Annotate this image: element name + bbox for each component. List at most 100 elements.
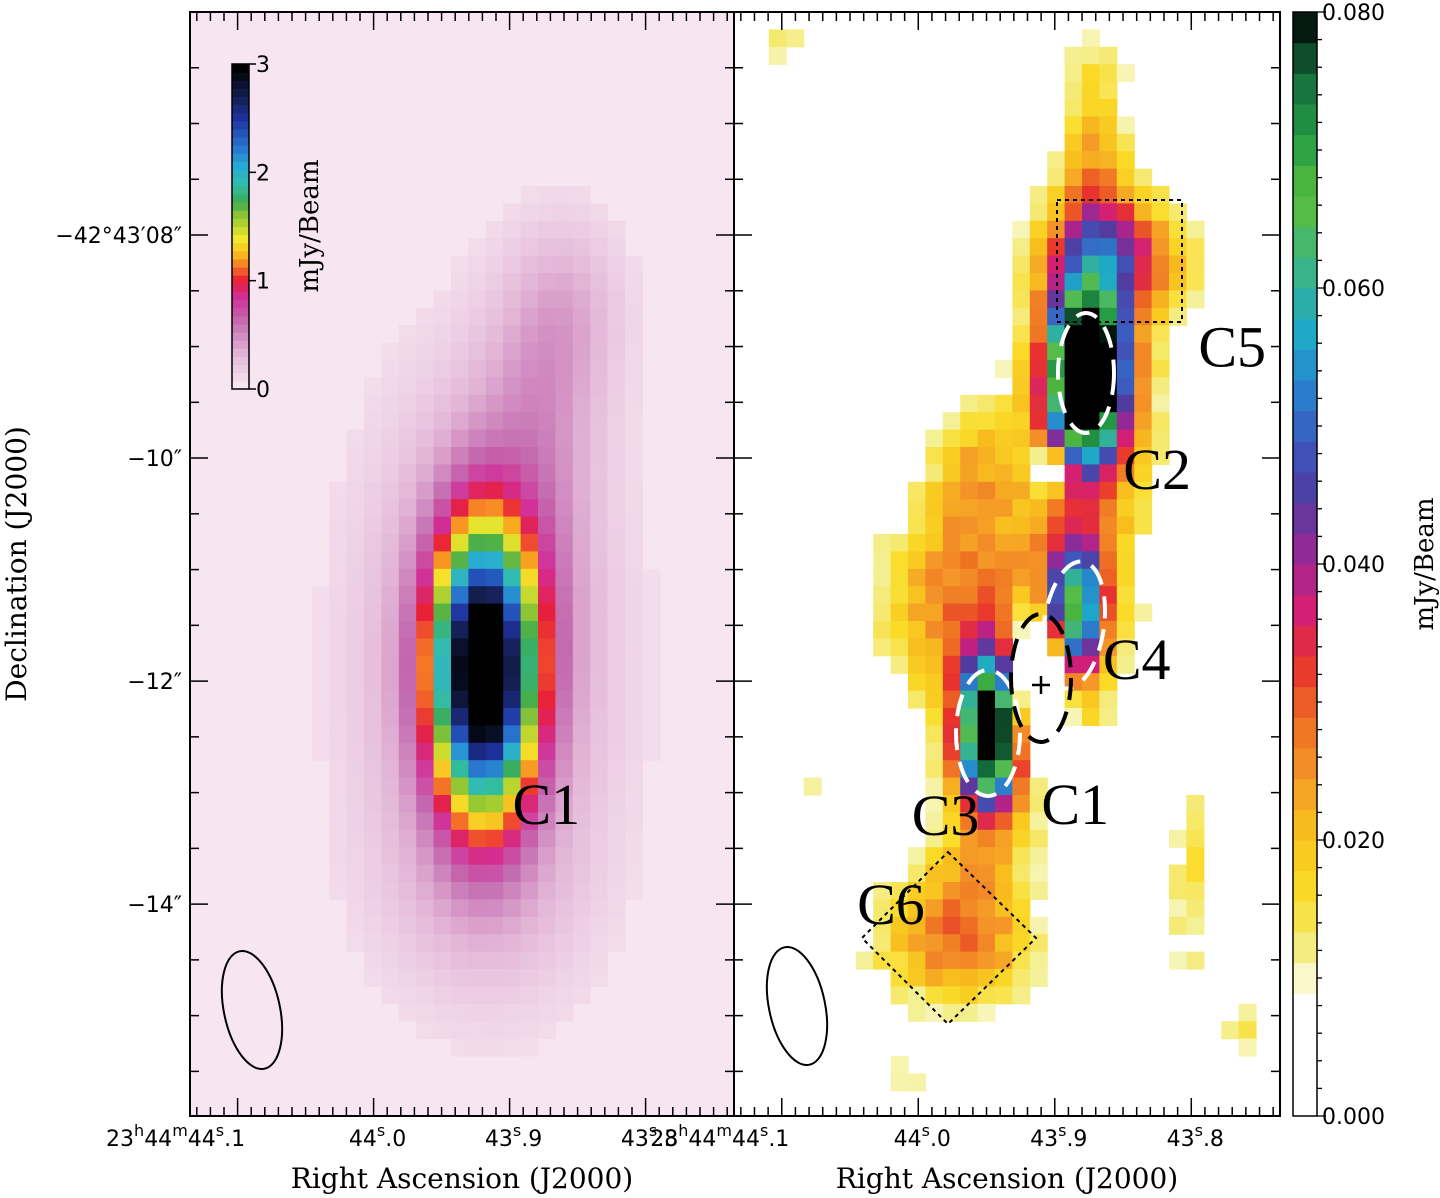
x-tick-label: 43s.8 bbox=[1167, 1121, 1224, 1152]
right-map-pixel bbox=[942, 499, 961, 518]
right-colorbar-cell bbox=[1293, 533, 1317, 565]
right-map-pixel bbox=[995, 638, 1013, 657]
right-map-pixel bbox=[1064, 81, 1083, 100]
left-map-pixel bbox=[346, 603, 365, 622]
left-map-pixel bbox=[607, 394, 626, 413]
right-map-pixel bbox=[942, 534, 961, 552]
left-map-pixel bbox=[433, 1021, 452, 1040]
right-map-pixel bbox=[873, 603, 892, 622]
right-map-pixel bbox=[1151, 307, 1170, 326]
right-map-pixel bbox=[1064, 203, 1083, 222]
right-map-pixel bbox=[995, 481, 1013, 500]
c1-dashed-ellipse bbox=[1009, 612, 1073, 744]
left-map-pixel bbox=[572, 725, 591, 744]
left-map-pixel bbox=[485, 429, 504, 448]
left-colorbar-cell bbox=[232, 324, 249, 333]
left-map-pixel bbox=[346, 742, 365, 761]
left-map-pixel bbox=[381, 934, 400, 953]
left-map-pixel bbox=[485, 621, 504, 639]
right-map-pixel bbox=[1134, 273, 1153, 291]
left-colorbar-cell bbox=[232, 267, 249, 276]
left-map-pixel bbox=[485, 325, 504, 344]
right-colorbar-cell bbox=[1293, 502, 1317, 534]
left-map-pixel bbox=[451, 847, 469, 866]
right-map-pixel bbox=[1169, 220, 1187, 239]
right-map-pixel bbox=[995, 551, 1013, 570]
left-map-pixel bbox=[538, 725, 556, 744]
left-map-pixel bbox=[520, 186, 539, 204]
left-map-pixel bbox=[468, 934, 487, 953]
right-map-pixel bbox=[1116, 151, 1135, 170]
right-map-pixel bbox=[1012, 342, 1031, 361]
left-map-pixel bbox=[416, 673, 435, 692]
right-map-pixel bbox=[1012, 603, 1031, 622]
right-map-pixel bbox=[942, 568, 961, 587]
right-colorbar-cell bbox=[1293, 1085, 1317, 1117]
left-map-pixel bbox=[381, 725, 400, 744]
left-map-pixel bbox=[381, 847, 400, 866]
left-map-pixel bbox=[572, 760, 591, 779]
right-map-pixel bbox=[925, 621, 944, 639]
x-tick-label: 43s.9 bbox=[485, 1121, 542, 1152]
left-map-pixel bbox=[590, 203, 609, 222]
left-map-pixel bbox=[538, 377, 556, 396]
right-map-pixel bbox=[960, 847, 979, 866]
left-map-pixel bbox=[642, 638, 661, 657]
right-map-pixel bbox=[960, 690, 979, 709]
left-map-pixel bbox=[590, 777, 609, 796]
left-colorbar-cell bbox=[232, 356, 249, 366]
left-map-pixel bbox=[416, 864, 435, 883]
right-map-pixel bbox=[960, 586, 979, 605]
left-map-pixel bbox=[416, 481, 435, 500]
right-map-pixel bbox=[1029, 795, 1048, 813]
left-map-pixel bbox=[520, 986, 539, 1005]
left-map-pixel bbox=[468, 481, 487, 500]
left-map-pixel bbox=[364, 690, 382, 709]
right-map-pixel bbox=[1099, 481, 1118, 500]
left-colorbar-cell bbox=[232, 185, 249, 195]
right-colorbar-cell bbox=[1293, 104, 1317, 136]
right-map-pixel bbox=[1064, 534, 1083, 552]
left-colorbar-cell bbox=[232, 348, 249, 357]
right-map-pixel bbox=[1186, 795, 1205, 813]
left-map-pixel bbox=[572, 621, 591, 639]
right-map-pixel bbox=[977, 969, 996, 987]
left-map-pixel bbox=[607, 325, 626, 344]
right-map-pixel bbox=[1186, 899, 1205, 918]
right-map-pixel bbox=[1099, 220, 1118, 239]
x-tick-label: 43s.8 bbox=[621, 1121, 678, 1152]
left-map-pixel bbox=[468, 516, 487, 535]
left-map-pixel bbox=[485, 342, 504, 361]
left-map-pixel bbox=[538, 742, 556, 761]
right-map-pixel bbox=[942, 777, 961, 796]
right-map-pixel bbox=[995, 742, 1013, 761]
right-map-pixel bbox=[1064, 325, 1083, 344]
right-map-pixel bbox=[1029, 969, 1048, 987]
left-map-pixel bbox=[555, 568, 574, 587]
left-map-pixel bbox=[346, 621, 365, 639]
left-map-pixel bbox=[381, 690, 400, 709]
left-map-pixel bbox=[485, 377, 504, 396]
x-tick-label: 23h44m44s.1 bbox=[650, 1121, 789, 1152]
left-map-pixel bbox=[468, 273, 487, 291]
right-map-pixel bbox=[1064, 186, 1083, 204]
right-map-pixel bbox=[1012, 220, 1031, 239]
right-map-pixel bbox=[977, 916, 996, 935]
right-map-pixel bbox=[1029, 847, 1048, 866]
left-map-pixel bbox=[607, 725, 626, 744]
left-map-pixel bbox=[398, 499, 417, 518]
right-map-pixel bbox=[1169, 951, 1187, 970]
left-map-pixel bbox=[520, 777, 539, 796]
right-map-pixel bbox=[925, 882, 944, 900]
right-map-pixel bbox=[1029, 812, 1048, 831]
right-map-pixel bbox=[1064, 220, 1083, 239]
left-map-pixel bbox=[555, 725, 574, 744]
left-map-pixel bbox=[433, 742, 452, 761]
left-map-pixel bbox=[503, 986, 522, 1005]
left-map-pixel bbox=[572, 377, 591, 396]
right-map-pixel bbox=[960, 864, 979, 883]
left-map-pixel bbox=[468, 725, 487, 744]
right-map-pixel bbox=[925, 1003, 944, 1022]
left-map-pixel bbox=[398, 951, 417, 970]
right-map-pixel bbox=[1082, 534, 1100, 552]
